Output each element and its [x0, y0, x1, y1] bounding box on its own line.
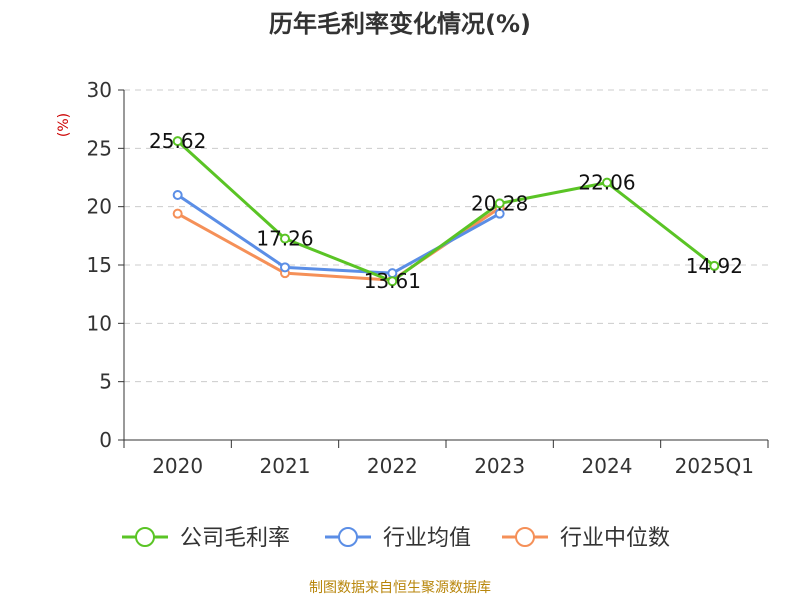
data-label-2025Q1: 14.92 [686, 254, 743, 278]
data-label-2024: 22.06 [578, 171, 635, 195]
point-0-2022 [387, 276, 398, 287]
x-tick-label-2024: 2024 [582, 454, 633, 478]
y-tick-label-5: 5 [99, 370, 112, 394]
series-layer [172, 136, 720, 287]
point-1-2020 [172, 190, 183, 200]
point-0-2025Q1 [709, 260, 720, 271]
series-2 [172, 202, 505, 286]
chart-title: 历年毛利率变化情况(%) [269, 10, 531, 38]
y-tick-label-15: 15 [87, 253, 112, 277]
point-0-2021 [280, 233, 290, 244]
source-note: 制图数据来自恒生聚源数据库 [309, 580, 491, 596]
x-tick-label-2020: 2020 [152, 454, 203, 478]
legend-item-2: 行业中位数 [502, 526, 670, 551]
x-tick-label-2022: 2022 [367, 454, 418, 478]
x-tick-label-2025Q1: 2025Q1 [675, 454, 754, 478]
data-label-2023: 20.28 [471, 191, 528, 215]
grid [124, 89, 768, 383]
x-tick-label-2023: 2023 [474, 454, 525, 478]
y-tick-label-25: 25 [87, 136, 112, 160]
point-0-2020 [172, 136, 183, 147]
legend-marker-1 [338, 527, 358, 547]
legend-item-0: 公司毛利率 [122, 526, 290, 551]
point-2-2020 [172, 208, 183, 219]
legend-marker-0 [135, 527, 155, 547]
legend-label-1: 行业均值 [383, 526, 471, 551]
point-1-2023 [494, 208, 505, 219]
y-tick-label-20: 20 [87, 195, 112, 219]
data-labels: 25.62 17.26 13.61 20.28 22.06 14.92 [149, 129, 743, 293]
legend-item-1: 行业均值 [325, 526, 471, 551]
point-0-2024 [602, 177, 612, 188]
series-line-0 [176, 139, 716, 283]
point-1-2021 [280, 262, 290, 273]
axes: 0 5 10 15 20 25 30 2020 2021 2022 2023 2024 2025Q1 [87, 78, 769, 478]
legend-label-2: 行业中位数 [560, 526, 670, 551]
data-label-2021: 17.26 [256, 227, 313, 251]
data-label-2022: 13.61 [364, 269, 421, 293]
point-0-2023 [494, 198, 505, 209]
y-tick-label-30: 30 [87, 78, 112, 102]
legend: 公司毛利率 行业均值 行业中位数 [122, 526, 670, 551]
legend-marker-2 [515, 527, 535, 547]
x-tick-label-2021: 2021 [260, 454, 311, 478]
series-0 [172, 136, 720, 287]
y-axis-unit: (%) [56, 113, 72, 137]
series-1 [172, 190, 505, 279]
y-tick-label-10: 10 [87, 311, 112, 335]
y-tick-label-0: 0 [99, 428, 112, 452]
data-label-2020: 25.62 [149, 129, 206, 153]
legend-label-0: 公司毛利率 [180, 526, 290, 551]
